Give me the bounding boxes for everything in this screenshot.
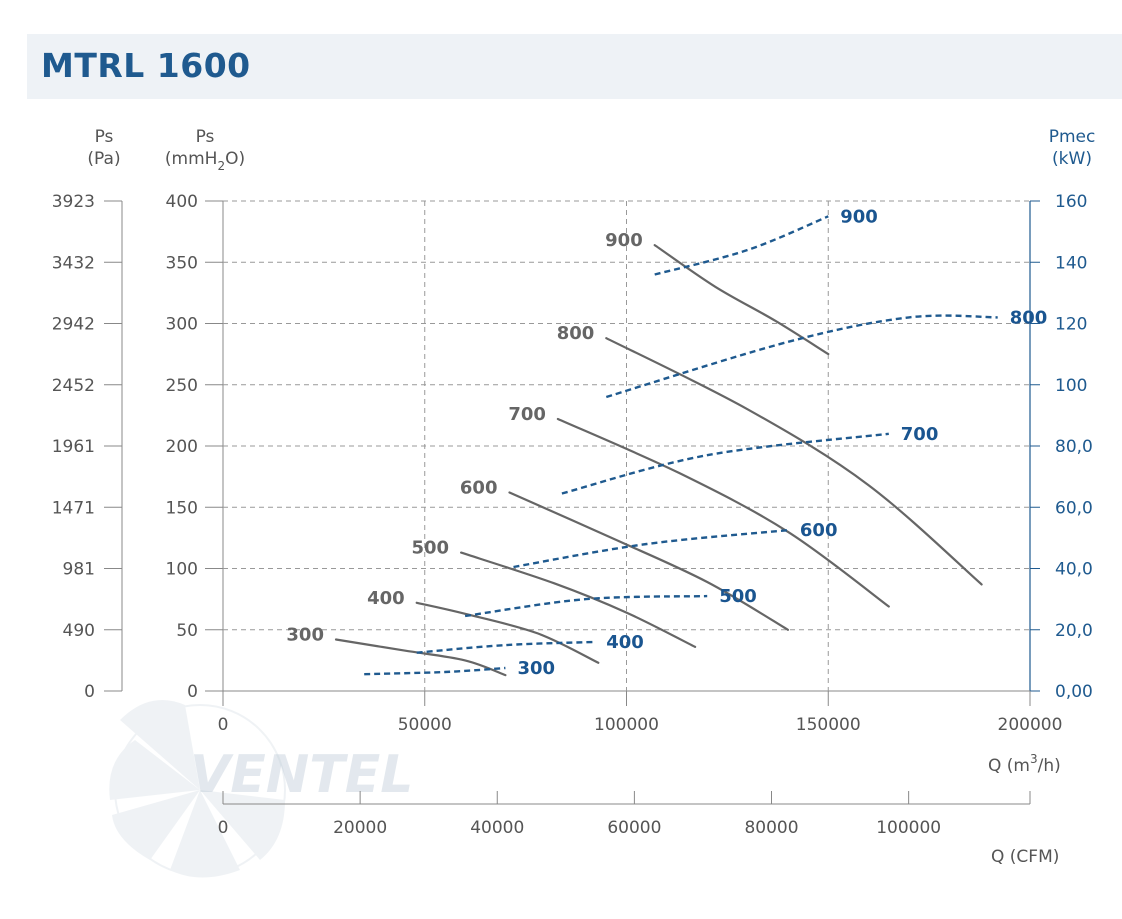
y-power-tick-label: 60,0	[1055, 498, 1093, 518]
pressure-curve-label-600: 600	[460, 478, 498, 499]
y-mm-tick-label: 150	[166, 498, 198, 518]
pa-axis-unit: (Pa)	[87, 149, 120, 169]
y-power-tick-label: 120	[1055, 315, 1087, 335]
page-title: MTRL 1600	[41, 46, 251, 85]
pressure-curve-label-300: 300	[286, 625, 324, 646]
power-curve-500	[464, 594, 708, 618]
y-power-tick-label: 140	[1055, 253, 1087, 273]
pressure-curve-label-900: 900	[605, 230, 643, 251]
y-mm-tick-label: 200	[166, 437, 198, 457]
power-curve-700	[561, 432, 889, 495]
pressure-curve-500	[460, 551, 697, 648]
power-curve-label-600: 600	[800, 520, 838, 541]
brand-watermark: VENTEL	[190, 745, 413, 805]
header-bar: MTRL 1600	[27, 34, 1122, 99]
pressure-curve-300	[334, 638, 507, 677]
y-pa-tick-label: 0	[84, 682, 95, 702]
y-mm-tick-label: 250	[166, 376, 198, 396]
pressure-curve-label-500: 500	[411, 538, 449, 559]
power-axis-title: Pmec	[1049, 127, 1096, 147]
fan-watermark-icon	[109, 700, 286, 878]
power-curve-label-500: 500	[719, 586, 757, 607]
y-pa-tick-label: 981	[63, 560, 95, 580]
pa-axis-title: Ps	[95, 127, 114, 147]
power-curve-label-700: 700	[901, 424, 939, 445]
x-m3h-tick-label: 50000	[398, 715, 452, 735]
x-cfm-tick-label: 60000	[607, 818, 661, 838]
y-pa-tick-label: 2942	[52, 315, 95, 335]
y-pa-tick-label: 490	[63, 621, 95, 641]
y-pa-tick-label: 3432	[52, 253, 95, 273]
x-axis-m3h-label: Q (m3/h)	[988, 752, 1061, 776]
y-pa-tick-label: 2452	[52, 376, 95, 396]
pressure-curve-800	[605, 337, 983, 586]
x-m3h-tick-label: 150000	[796, 715, 861, 735]
y-mm-tick-label: 400	[166, 192, 198, 212]
y-power-tick-label: 100	[1055, 376, 1087, 396]
x-cfm-tick-label: 40000	[470, 818, 524, 838]
y-power-tick-label: 80,0	[1055, 437, 1093, 457]
mm-axis-unit: (mmH2O)	[165, 149, 245, 173]
power-curve-300	[364, 666, 506, 676]
y-mm-tick-label: 350	[166, 253, 198, 273]
x-axis-cfm-label: Q (CFM)	[991, 847, 1059, 867]
x-m3h-tick-label: 100000	[594, 715, 659, 735]
x-cfm-tick-label: 100000	[876, 818, 941, 838]
power-curve-label-300: 300	[517, 658, 555, 679]
power-curve-label-900: 900	[840, 206, 878, 227]
x-m3h-tick-label: 200000	[998, 715, 1063, 735]
y-pa-tick-label: 3923	[52, 192, 95, 212]
y-power-tick-label: 160	[1055, 192, 1087, 212]
pressure-curve-label-800: 800	[557, 323, 595, 344]
pressure-curve-600	[508, 491, 789, 631]
pressure-curve-700	[556, 417, 890, 608]
y-power-tick-label: 20,0	[1055, 621, 1093, 641]
y-pa-tick-label: 1961	[52, 437, 95, 457]
mm-axis-title: Ps	[196, 127, 215, 147]
y-power-tick-label: 0,00	[1055, 682, 1093, 702]
power-curve-900	[654, 215, 829, 276]
x-cfm-tick-label: 80000	[744, 818, 798, 838]
power-curve-label-800: 800	[1010, 307, 1048, 328]
pressure-curve-400	[415, 601, 600, 664]
power-curve-600	[513, 529, 789, 569]
y-mm-tick-label: 50	[176, 621, 198, 641]
power-curve-label-400: 400	[606, 632, 644, 653]
pressure-curve-label-700: 700	[508, 404, 546, 425]
x-cfm-tick-label: 0	[218, 818, 229, 838]
power-axis-unit: (kW)	[1052, 149, 1092, 169]
y-power-tick-label: 40,0	[1055, 560, 1093, 580]
y-mm-tick-label: 300	[166, 315, 198, 335]
x-m3h-tick-label: 0	[218, 715, 229, 735]
power-curve-800	[605, 314, 998, 399]
x-cfm-tick-label: 20000	[333, 818, 387, 838]
y-pa-tick-label: 1471	[52, 498, 95, 518]
y-mm-tick-label: 0	[187, 682, 198, 702]
y-mm-tick-label: 100	[166, 560, 198, 580]
pressure-curve-label-400: 400	[367, 588, 405, 609]
power-curve-400	[416, 640, 595, 654]
